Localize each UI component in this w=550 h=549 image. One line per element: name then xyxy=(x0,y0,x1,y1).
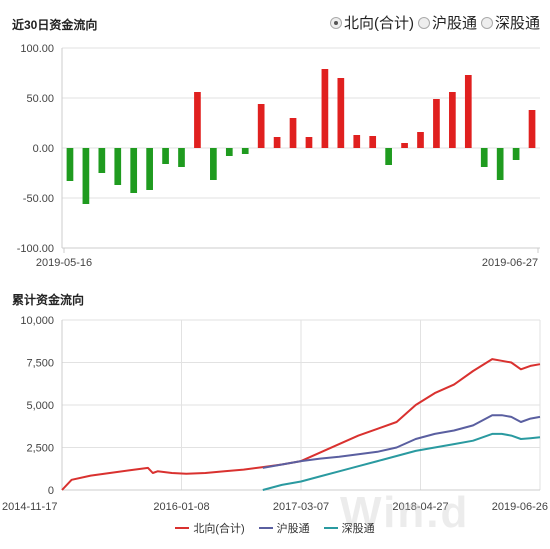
tab-north[interactable]: 北向(合计) xyxy=(329,12,414,33)
legend-item-sh: 沪股通 xyxy=(258,520,310,536)
y-tick-label: 5,000 xyxy=(26,400,54,412)
tab-shanghai[interactable]: 沪股通 xyxy=(417,12,477,33)
legend-swatch xyxy=(323,527,338,529)
x-tick-label-start: 2019-05-16 xyxy=(36,257,92,269)
flow-bar xyxy=(257,104,265,148)
flow-bar xyxy=(464,75,472,148)
flow-bar xyxy=(305,137,313,148)
flow-bar xyxy=(210,148,217,180)
market-tabs: 北向(合计) 沪股通 深股通 xyxy=(329,12,540,33)
y-tick-label: 50.00 xyxy=(26,93,54,105)
y-tick-label: 7,500 xyxy=(26,358,54,370)
flow-bar xyxy=(241,148,249,154)
flow-bar xyxy=(369,136,377,148)
tab-label: 北向(合计) xyxy=(343,15,414,32)
flow-bar xyxy=(528,110,536,148)
radio-icon xyxy=(417,16,430,29)
y-tick-label: 0.00 xyxy=(33,143,54,155)
flow-bar xyxy=(162,148,169,164)
tab-label: 深股通 xyxy=(494,15,540,32)
tab-label: 沪股通 xyxy=(431,15,477,32)
y-tick-label: -50.00 xyxy=(23,193,54,205)
radio-selected-icon xyxy=(329,16,342,29)
flow-bar xyxy=(130,148,138,193)
legend-label: 深股通 xyxy=(341,523,375,535)
y-tick-label: 0 xyxy=(48,485,54,497)
flow-bar xyxy=(66,148,74,181)
flow-bar xyxy=(385,148,392,165)
flow-bar xyxy=(337,78,345,148)
y-tick-label: -100.00 xyxy=(17,243,54,255)
x-tick-label: 2016-01-08 xyxy=(153,501,209,513)
flow-bar xyxy=(289,118,297,148)
legend-swatch xyxy=(175,527,190,529)
flow-bar xyxy=(353,135,361,148)
x-tick-label: 2018-04-27 xyxy=(392,501,448,513)
x-tick-label: 2017-03-07 xyxy=(273,501,329,513)
legend-label: 沪股通 xyxy=(276,523,310,535)
daily-flow-bar-chart: 100.00 50.00 0.00 -50.00 -100.00 2019-05-16 20… xyxy=(17,43,540,269)
x-tick-label-end: 2019-06-27 xyxy=(482,257,538,269)
flow-bar xyxy=(114,148,122,185)
flow-bar xyxy=(512,148,520,160)
flow-bar xyxy=(146,148,153,190)
flow-bar xyxy=(433,99,440,148)
line-chart-title: 累计资金流向 xyxy=(12,293,85,307)
flow-bar xyxy=(480,148,488,167)
flow-bar xyxy=(178,148,185,167)
flow-bar xyxy=(225,148,233,156)
legend-label: 北向(合计) xyxy=(193,523,245,535)
flow-bar xyxy=(449,92,456,148)
y-tick-label: 100.00 xyxy=(20,43,54,55)
flow-bar xyxy=(98,148,106,173)
bar-chart-title: 近30日资金流向 xyxy=(12,18,98,32)
flow-bar xyxy=(321,69,329,148)
cumulative-flow-line-chart: 10,000 7,500 5,000 2,500 0 2014-11-17 2016-01-… xyxy=(2,315,548,513)
y-tick-label: 10,000 xyxy=(20,315,54,327)
legend-item-north: 北向(合计) xyxy=(175,520,245,536)
radio-icon xyxy=(480,16,493,29)
flow-bar xyxy=(496,148,504,180)
legend-item-sz: 深股通 xyxy=(323,520,375,536)
watermark-logo: Win.d xyxy=(340,488,470,537)
flow-bar xyxy=(82,148,90,204)
line-chart-legend: 北向(合计) 沪股通 深股通 xyxy=(0,520,550,536)
x-tick-label: 2014-11-17 xyxy=(2,501,57,513)
series-line-sz xyxy=(262,432,541,491)
series-line-sh xyxy=(262,414,541,469)
flow-bar xyxy=(273,137,281,148)
tab-shenzhen[interactable]: 深股通 xyxy=(480,12,540,33)
flow-bar xyxy=(194,92,201,148)
y-tick-label: 2,500 xyxy=(26,443,54,455)
flow-bar xyxy=(417,132,424,148)
legend-swatch xyxy=(258,527,273,529)
flow-bar xyxy=(401,143,408,148)
x-tick-label: 2019-06-26 xyxy=(492,501,548,513)
